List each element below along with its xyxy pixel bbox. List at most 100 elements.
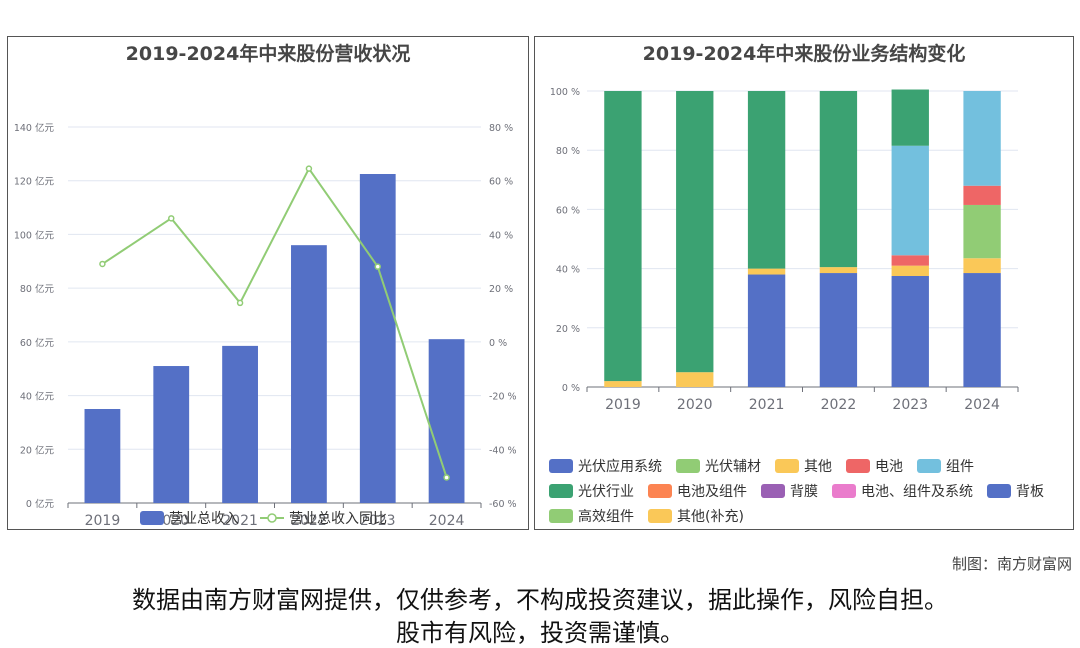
legend-swatch: [647, 509, 672, 523]
yoy-point: [99, 260, 106, 268]
y-right-tick-label: 60 %: [489, 177, 513, 188]
legend-label: 背膜: [790, 484, 818, 500]
x-tick-label: 2024: [429, 513, 465, 529]
legend-label: 光伏行业: [578, 484, 634, 500]
legend-swatch: [549, 459, 573, 473]
legend-label: 其他(补充): [677, 509, 744, 525]
y-left-tick-label: 40 亿元: [20, 391, 55, 403]
legend-label: 光伏应用系统: [578, 458, 662, 475]
stack-segment: [819, 273, 858, 387]
stack-segment: [891, 265, 929, 276]
stack-segment: [819, 91, 858, 268]
legend-marker-yoy: [267, 513, 277, 523]
y-right-tick-label: 20 %: [489, 284, 513, 295]
x-tick-label: 2023: [360, 513, 396, 529]
legend-swatch: [549, 484, 573, 498]
y-left-tick-label: 140 亿元: [14, 122, 55, 134]
legend-label: 电池: [875, 459, 903, 475]
legend-label-yoy: 营业总收入同比: [289, 511, 387, 527]
stack-segment: [891, 145, 929, 256]
x-tick-label: 2019: [605, 397, 641, 413]
stack-segment: [747, 274, 786, 387]
stack-segment: [891, 276, 929, 387]
x-tick-label: 2021: [749, 397, 785, 413]
legend-swatch: [774, 459, 799, 473]
business-structure-chart-panel: 2019-2024年中来股份业务结构变化 0 % 20 % 40 % 60 % 80 % 1…: [534, 36, 1074, 530]
revenue-chart-panel: 2019-2024年中来股份营收状况 0 亿元 20 亿元 40 亿元 60 亿元 80 …: [7, 36, 529, 530]
y-right-tick-label: 40 %: [489, 230, 513, 241]
y-left-tick-label: 20 亿元: [20, 444, 55, 456]
y-right-tick-label: -20 %: [489, 392, 517, 403]
legend-swatch: [831, 484, 856, 498]
stack-segment: [963, 91, 1001, 186]
y-right-tick-label: 0 %: [489, 338, 507, 349]
stack-segment: [747, 268, 786, 275]
legend-label-revenue: 营业总收入: [169, 511, 239, 527]
x-tick-label: 2023: [892, 397, 928, 413]
yoy-point: [305, 165, 313, 172]
legend-swatch: [845, 459, 870, 473]
revenue-bar: [153, 366, 190, 503]
revenue-bar: [291, 245, 327, 503]
y-tick-label: 80 %: [556, 146, 580, 157]
chart-title: 2019-2024年中来股份业务结构变化: [643, 42, 966, 65]
y-tick-label: 100 %: [550, 87, 580, 98]
x-tick-label: 2022: [291, 513, 327, 529]
y-tick-label: 0 %: [562, 383, 580, 394]
y-left-tick-label: 100 亿元: [14, 229, 55, 241]
y-tick-label: 20 %: [556, 324, 580, 335]
y-tick-label: 60 %: [556, 205, 580, 216]
legend-label: 光伏辅材: [705, 459, 761, 475]
y-left-tick-label: 120 亿元: [14, 176, 55, 188]
stack-segment: [891, 89, 929, 146]
y-left-tick-label: 60 亿元: [20, 337, 55, 349]
stack-segment: [819, 267, 858, 274]
legend-swatch: [760, 484, 785, 498]
disclaimer-line-1: 数据由南方财富网提供，仅供参考，不构成投资建议，据此操作，风险自担。: [132, 586, 948, 614]
legend-label: 高效组件: [578, 508, 634, 525]
y-right-tick-label: -40 %: [489, 445, 517, 456]
yoy-point: [168, 215, 175, 222]
legend-label: 背板: [1016, 484, 1044, 500]
stack-segment: [891, 255, 929, 266]
stack-segment: [604, 381, 642, 387]
disclaimer-line-2: 股市有风险，投资需谨慎。: [396, 619, 684, 647]
yoy-point: [443, 474, 450, 481]
stack-segment: [963, 204, 1001, 259]
legend-swatch: [549, 509, 573, 523]
legend-swatch: [647, 484, 672, 498]
legend-label: 组件: [946, 459, 974, 475]
stack-segment: [676, 91, 714, 373]
y-left-tick-label: 0 亿元: [26, 498, 55, 510]
y-right-tick-label: 80 %: [489, 123, 513, 134]
revenue-bar: [84, 409, 121, 503]
stack-segment: [963, 185, 1001, 205]
y-left-tick-label: 80 亿元: [20, 283, 55, 295]
revenue-bar: [222, 345, 258, 503]
x-tick-label: 2020: [677, 397, 713, 413]
yoy-line: [101, 166, 448, 478]
x-tick-label: 2021: [222, 513, 258, 529]
business-structure-chart: 2019-2024年中来股份业务结构变化 0 % 20 % 40 % 60 % 80 % 1…: [549, 42, 1044, 525]
x-tick-label: 2022: [821, 397, 857, 413]
yoy-point: [374, 263, 381, 270]
legend-swatch: [675, 459, 700, 473]
legend-swatch: [916, 459, 941, 473]
chart-title: 2019-2024年中来股份营收状况: [126, 42, 411, 65]
stack-segment: [604, 91, 642, 382]
legend-swatch: [986, 484, 1011, 498]
yoy-point: [236, 299, 244, 307]
y-right-tick-label: -60 %: [489, 499, 517, 510]
revenue-bar: [359, 174, 396, 503]
stack-segment: [676, 372, 714, 387]
stack-segment: [747, 91, 786, 269]
stack-segment: [963, 258, 1001, 274]
legend-label: 电池、组件及系统: [861, 484, 973, 500]
legend-label: 其他: [804, 459, 832, 475]
x-tick-label: 2024: [964, 397, 1000, 413]
legend-swatch-revenue: [140, 511, 164, 525]
y-tick-label: 40 %: [556, 265, 580, 276]
x-tick-label: 2019: [85, 513, 121, 529]
revenue-chart: 2019-2024年中来股份营收状况 0 亿元 20 亿元 40 亿元 60 亿元 80 …: [14, 42, 517, 529]
chart-credit: 制图：南方财富网: [951, 555, 1072, 573]
